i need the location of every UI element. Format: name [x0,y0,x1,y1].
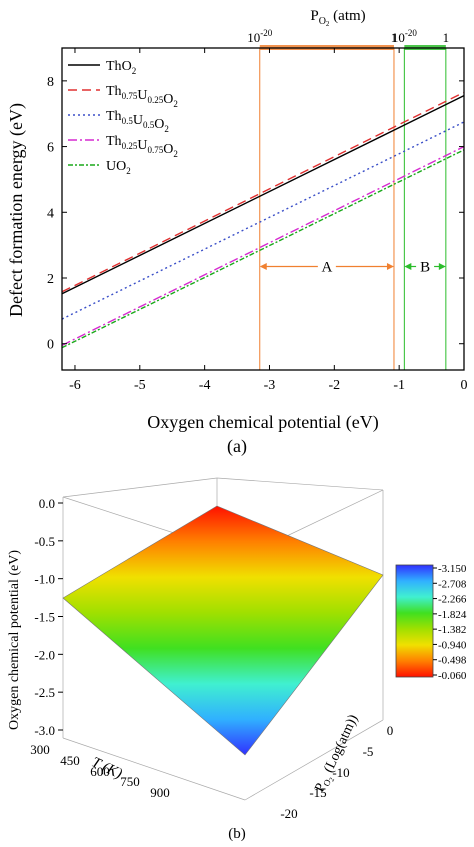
z-tick-label: -1.5 [34,610,55,625]
region-arrowhead-left-0 [259,263,267,270]
region-arrowhead-right-0 [386,263,394,270]
colorbar-tick-label: -1.382 [438,624,466,636]
x-tick-label-a: -2 [328,378,340,393]
y-axis-label-a: Defect formation energy (eV) [6,103,27,317]
region-arrowhead-left-1 [404,263,412,270]
z-tick-label: -3.0 [34,723,55,738]
panel-label-b: (b) [228,826,246,842]
y-tick-label-b: 0 [387,723,394,738]
y-tick-label-b: -5 [363,744,374,759]
series-line-3 [61,145,465,346]
z-tick-label: -2.5 [34,685,55,700]
colorbar-tick-label: -1.824 [438,609,467,621]
legend-label-4: UO2 [106,159,131,176]
x-tick-label-a: -5 [134,378,146,393]
axis-box-edge [62,737,246,801]
y-tick-label-b: -15 [309,785,326,800]
colorbar-tick-label: -0.940 [438,639,467,651]
surface-plot [62,505,384,756]
x-tick-label-b: 300 [30,742,50,757]
region-label-0: A [321,260,332,276]
y-axis-label-b: PO2 (Log(atm)) [312,712,364,796]
x-tick-label-b: 900 [150,785,170,800]
z-tick-label: -1.0 [34,572,55,587]
x-tick-label-a: -1 [393,378,405,393]
y-tick-label-a: 6 [47,141,54,156]
top-axis-tick-label: 10-20 [392,28,417,45]
z-tick-label: 0.0 [39,496,55,511]
colorbar-tick-label: -3.150 [438,563,467,575]
x-tick-label-b: 600 [90,764,110,779]
colorbar-tick-label: -2.266 [438,594,467,606]
series-line-4 [61,149,465,349]
z-tick-label: -2.0 [34,647,55,662]
axis-box-edge [62,477,218,498]
x-tick-label-b: 750 [120,774,140,789]
legend-label-1: Th0.75U0.25O2 [106,84,178,109]
series-line-1 [61,91,465,293]
plot-a-frame [61,47,465,371]
y-tick-label-b: -20 [280,806,297,821]
x-tick-label-a: 0 [461,378,468,393]
legend-label-0: ThO2 [106,59,136,76]
y-tick-label-a: 0 [47,338,54,353]
y-tick-label-a: 8 [47,75,54,90]
y-tick-label-a: 4 [47,206,54,221]
top-axis-tick-label: 1 [443,30,450,45]
region-arrowhead-right-1 [438,263,446,270]
legend-label-2: Th0.5U0.5O2 [106,109,169,134]
colorbar-tick-label: -0.060 [438,670,467,682]
y-tick-label-b: -10 [332,765,349,780]
top-axis-tick-label: 1 [391,30,398,45]
x-axis-label-a: Oxygen chemical potential (eV) [147,412,378,433]
z-axis-label-b: Oxygen chemical potential (eV) [7,550,22,730]
axis-box-edge [244,719,384,801]
series-line-0 [61,95,465,295]
z-tick-label: -0.5 [34,534,55,549]
y-tick-label-a: 2 [47,272,54,287]
top-axis-tick-label: 10-20 [247,28,272,45]
top-axis-label: PO2 (atm) [310,8,365,28]
colorbar [395,564,434,678]
x-tick-label-b: 450 [60,753,80,768]
series-line-2 [61,121,465,320]
x-tick-label-a: -6 [69,378,81,393]
colorbar-tick-label: -2.708 [438,578,467,590]
region-label-1: B [420,260,430,276]
x-tick-label-a: -3 [264,378,276,393]
panel-b: 0.0 -0.5 -1.0 -1.5 -2.0 -2.5 -3.0 300 450 600 750… [7,477,467,842]
colorbar-tick-label: -0.498 [438,655,467,667]
x-tick-label-a: -4 [199,378,211,393]
axis-box-edge [216,477,384,491]
panel-label-a: (a) [227,436,247,457]
legend-label-3: Th0.25U0.75O2 [106,134,178,159]
